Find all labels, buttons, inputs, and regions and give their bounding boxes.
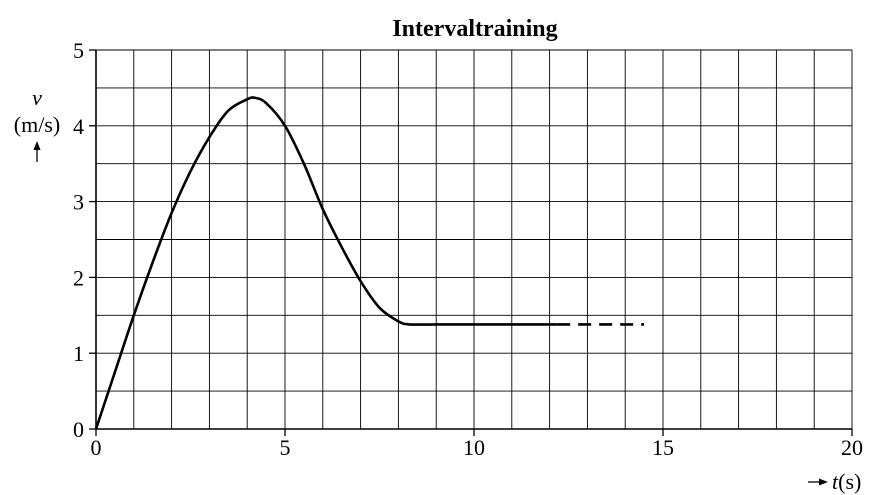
series-line	[94, 96, 558, 430]
y-tick-label: 1	[73, 341, 84, 366]
data-lines	[94, 96, 645, 430]
x-axis-symbol: t	[832, 469, 839, 494]
x-axis-unit: (s)	[838, 469, 861, 494]
x-tick-label: 0	[91, 435, 102, 460]
y-tick-label: 0	[73, 417, 84, 442]
tick-labels: 0 1 2 3 4 5 0 5 10 15 20	[73, 38, 863, 460]
x-tick-label: 15	[652, 435, 674, 460]
axes	[89, 49, 853, 436]
y-axis-symbol: v	[32, 85, 42, 110]
x-tick-label: 5	[280, 435, 291, 460]
x-axis-label: t(s)	[832, 469, 861, 494]
y-axis-unit: (m/s)	[14, 112, 60, 137]
x-axis-arrow-icon	[808, 478, 828, 486]
y-tick-label: 3	[73, 190, 84, 215]
y-tick-label: 5	[73, 38, 84, 63]
y-tick-label: 2	[73, 265, 84, 290]
x-tick-label: 20	[841, 435, 863, 460]
y-tick-label: 4	[73, 114, 84, 139]
y-axis-arrow-icon	[33, 141, 41, 162]
chart-title: Intervaltraining	[392, 16, 557, 42]
x-tick-label: 10	[463, 435, 485, 460]
grid	[95, 49, 853, 430]
